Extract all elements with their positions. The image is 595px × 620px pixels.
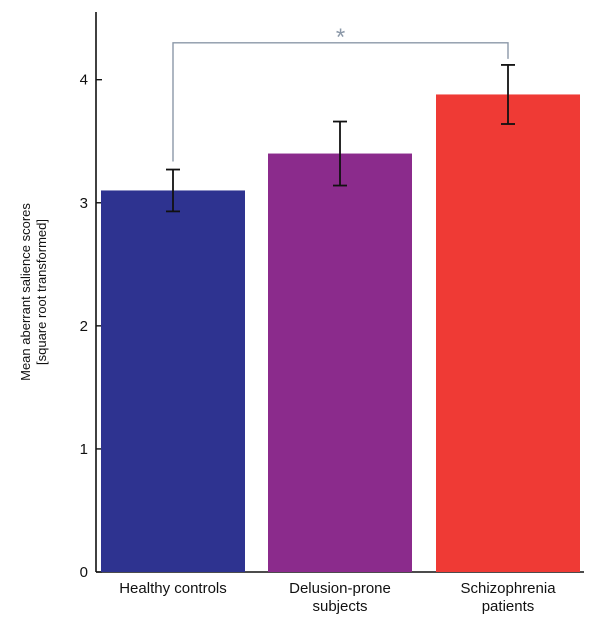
- bar-2: [268, 153, 412, 573]
- category-label-1: Healthy controls: [119, 580, 227, 597]
- y-axis-title: Mean aberrant salience scores[square roo…: [18, 203, 49, 381]
- error-bar-2: [333, 120, 347, 187]
- error-bar-3: [501, 64, 515, 125]
- significance-line: [172, 42, 509, 162]
- y-axis-title: Mean aberrant salience scores[square roo…: [18, 203, 49, 381]
- category-label-3: Schizophrenia patients: [460, 580, 556, 615]
- y-tick-label: 0: [80, 564, 88, 581]
- error-bars: [166, 64, 515, 213]
- bar-3: [436, 94, 580, 572]
- y-tick-label: 3: [80, 195, 88, 212]
- error-bar-1: [166, 168, 180, 213]
- bar-1: [101, 190, 245, 572]
- y-tick-label: 2: [80, 318, 88, 335]
- significance-star: *: [336, 24, 345, 51]
- significance-bracket: *: [172, 24, 509, 162]
- bars: [101, 94, 580, 573]
- y-tick-label: 4: [80, 72, 88, 89]
- y-tick-label: 1: [80, 441, 88, 458]
- x-axis-labels: Healthy controls Delusion-prone subjects Sc…: [119, 580, 556, 615]
- category-label-2: Delusion-prone subjects: [289, 580, 391, 615]
